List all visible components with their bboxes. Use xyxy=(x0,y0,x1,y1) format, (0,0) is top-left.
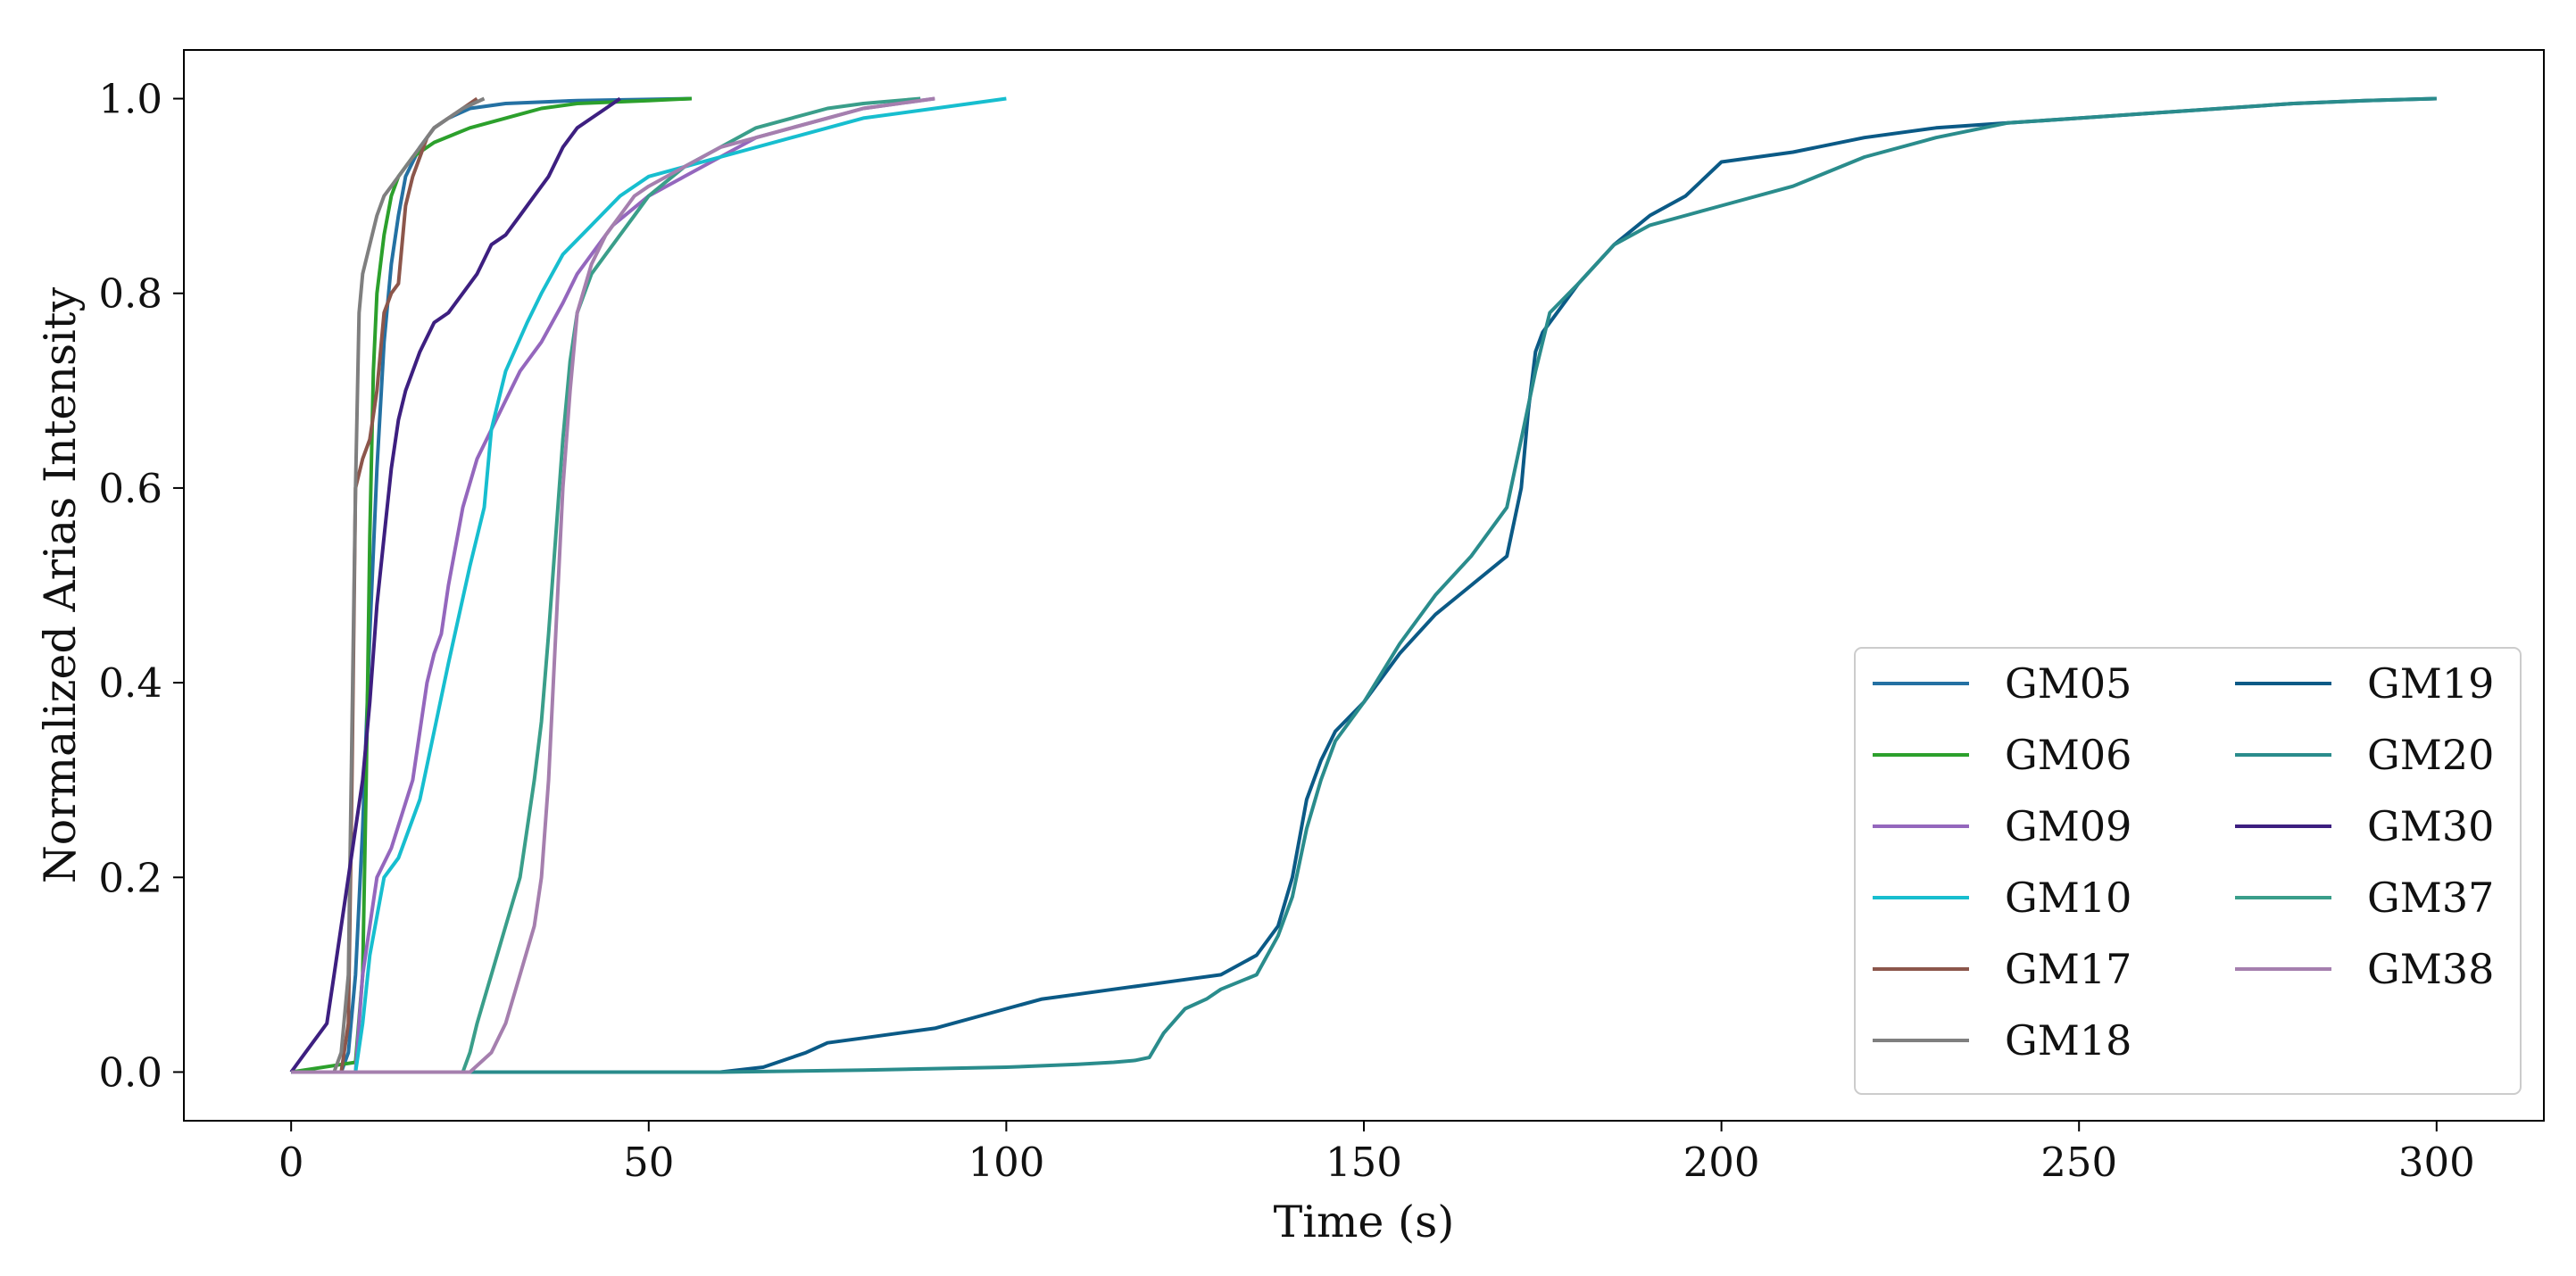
legend-label: GM37 xyxy=(2367,874,2494,922)
y-tick-label: 0.4 xyxy=(98,659,162,707)
y-tick-label: 0.8 xyxy=(98,270,162,318)
x-tick-label: 100 xyxy=(968,1139,1044,1186)
x-axis: 0 50 100 150 200 250 300 xyxy=(278,1121,2475,1186)
series-line-gm20 xyxy=(291,96,2437,1074)
legend-label: GM17 xyxy=(2005,945,2131,993)
legend-label: GM19 xyxy=(2367,659,2494,708)
legend-label: GM38 xyxy=(2367,945,2494,993)
legend-label: GM06 xyxy=(2005,731,2131,779)
x-tick-label: 50 xyxy=(623,1139,674,1186)
legend-label: GM30 xyxy=(2367,802,2494,850)
series-line-gm30 xyxy=(289,96,621,1073)
x-tick-label: 0 xyxy=(278,1139,304,1186)
series-line-gm18 xyxy=(291,96,486,1074)
x-axis-label: Time (s) xyxy=(1274,1197,1455,1247)
legend-label: GM18 xyxy=(2005,1016,2131,1065)
y-axis: 0.0 0.2 0.4 0.6 0.8 1.0 xyxy=(98,76,184,1096)
x-tick-label: 250 xyxy=(2040,1139,2117,1186)
legend-label: GM10 xyxy=(2005,874,2131,922)
series-lines xyxy=(289,96,2437,1074)
y-tick-label: 0.0 xyxy=(98,1048,162,1096)
y-tick-label: 0.2 xyxy=(98,854,162,901)
y-axis-label: Normalized Arias Intensity xyxy=(35,287,86,884)
x-tick-label: 200 xyxy=(1683,1139,1760,1186)
series-line-gm38 xyxy=(291,96,935,1074)
x-tick-label: 300 xyxy=(2398,1139,2475,1186)
legend-label: GM09 xyxy=(2005,802,2131,850)
legend-label: GM20 xyxy=(2367,731,2494,779)
y-tick-label: 1.0 xyxy=(98,76,162,123)
y-tick-label: 0.6 xyxy=(98,465,162,512)
legend: GM05 GM06 GM09 GM10 GM17 GM18 GM19 GM20 GM30 GM37… xyxy=(1854,647,2522,1095)
series-line-gm10 xyxy=(291,96,1007,1074)
legend-box xyxy=(1854,647,2522,1095)
x-tick-label: 150 xyxy=(1325,1139,1402,1186)
series-line-gm06 xyxy=(290,96,692,1074)
series-line-gm05 xyxy=(291,96,692,1074)
legend-label: GM05 xyxy=(2005,659,2131,708)
series-line-gm37 xyxy=(291,96,921,1074)
